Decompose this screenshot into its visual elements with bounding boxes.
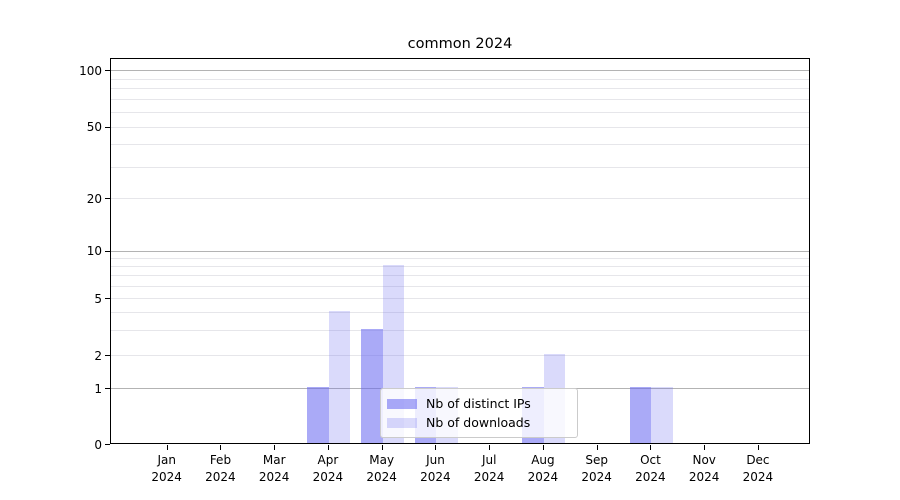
x-tick-mar (274, 445, 276, 450)
gridline-minor-y8 (111, 266, 809, 268)
legend-item-downloads: Nb of downloads (387, 415, 569, 430)
y-tick-2 (105, 355, 110, 356)
legend-label: Nb of downloads (426, 415, 531, 430)
y-tick-0 (105, 444, 110, 445)
gridline-minor-y90 (111, 78, 809, 80)
bar-ips-apr (307, 387, 329, 443)
gridline-minor-y2 (111, 355, 809, 356)
y-tick-label-5: 5 (94, 291, 102, 306)
y-tick-label-10: 10 (86, 244, 102, 259)
x-tick-aug (542, 445, 544, 450)
gridline-minor-y30 (111, 166, 809, 168)
x-tick-label-may: May 2024 (366, 453, 397, 484)
x-tick-jul (489, 445, 491, 450)
y-tick-label-100: 100 (79, 63, 102, 78)
gridline-minor-y5 (111, 298, 809, 300)
gridline-major-y10 (111, 250, 809, 252)
bar-ips-oct (629, 387, 652, 443)
x-tick-label-jan: Jan 2024 (151, 453, 182, 484)
gridline-minor-y20 (111, 198, 809, 200)
chart-title: common 2024 (407, 36, 513, 52)
legend-item-distinct-ips: Nb of distinct IPs (387, 396, 569, 411)
gridline-minor-y6 (111, 285, 809, 287)
gridline-minor-y80 (111, 88, 809, 90)
bar-ips-may (361, 328, 383, 443)
gridline-minor-y40 (111, 144, 809, 146)
bar-downloads-apr (328, 311, 351, 443)
gridline-minor-y9 (111, 257, 809, 259)
gridline-minor-y60 (111, 111, 809, 113)
x-tick-apr (327, 445, 329, 450)
x-tick-label-jul: Jul 2024 (473, 453, 505, 484)
x-tick-label-oct: Oct 2024 (635, 453, 666, 484)
x-tick-label-nov: Nov 2024 (688, 453, 720, 484)
y-tick-10 (105, 250, 110, 252)
y-tick-label-2: 2 (94, 348, 102, 363)
y-tick-label-1: 1 (94, 381, 102, 396)
gridline-minor-y70 (111, 99, 809, 101)
legend-swatch-ips-icon (387, 398, 417, 409)
x-tick-jun (435, 445, 437, 450)
bar-downloads-oct (651, 387, 673, 443)
y-tick-5 (105, 298, 110, 300)
y-tick-100 (105, 70, 110, 71)
x-tick-nov (704, 445, 706, 450)
legend: Nb of distinct IPs Nb of downloads (380, 388, 578, 438)
x-tick-label-feb: Feb 2024 (205, 453, 236, 484)
legend-label: Nb of distinct IPs (426, 396, 531, 411)
y-tick-50 (105, 126, 110, 128)
legend-swatch-downloads-icon (387, 417, 417, 428)
gridline-minor-y4 (111, 312, 809, 314)
x-tick-label-sep: Sep 2024 (581, 453, 612, 484)
x-tick-label-dec: Dec 2024 (742, 453, 774, 484)
x-tick-sep (596, 445, 598, 450)
y-tick-label-50: 50 (86, 120, 102, 135)
plot-area (110, 58, 810, 444)
x-tick-label-jun: Jun 2024 (420, 453, 451, 484)
y-tick-1 (105, 388, 110, 390)
y-tick-label-0: 0 (94, 437, 102, 452)
y-tick-label-20: 20 (86, 191, 102, 206)
x-tick-feb (220, 445, 222, 450)
x-tick-label-aug: Aug 2024 (527, 453, 559, 484)
x-tick-dec (757, 445, 759, 450)
y-tick-20 (105, 198, 110, 200)
gridline-minor-y3 (111, 329, 809, 331)
gridline-minor-y50 (111, 126, 809, 128)
x-tick-oct (650, 445, 652, 450)
x-tick-jan (166, 445, 168, 450)
gridline-minor-y7 (111, 275, 809, 277)
x-tick-label-apr: Apr 2024 (312, 453, 344, 484)
x-tick-may (381, 445, 383, 450)
gridline-major-y100 (111, 70, 809, 71)
x-tick-label-mar: Mar 2024 (258, 453, 290, 484)
